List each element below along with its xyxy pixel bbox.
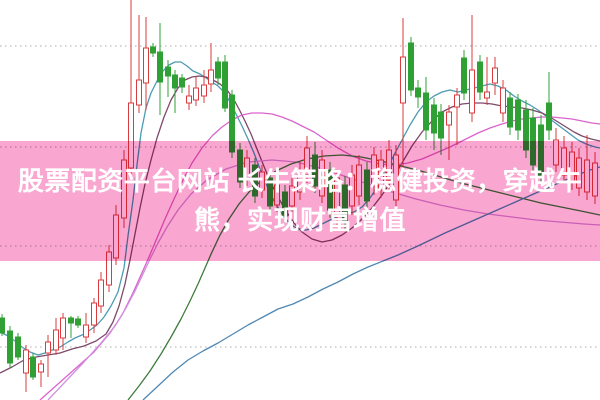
promo-banner-title: 股票配资平台网站 长牛策略：稳健投资，穿越牛 熊，实现财富增值 xyxy=(0,141,600,261)
banner-title-line1: 股票配资平台网站 长牛策略：稳健投资，穿越牛 xyxy=(17,166,583,196)
banner-title-line2: 熊，实现财富增值 xyxy=(193,205,406,235)
promo-banner-overlay xyxy=(0,141,600,261)
